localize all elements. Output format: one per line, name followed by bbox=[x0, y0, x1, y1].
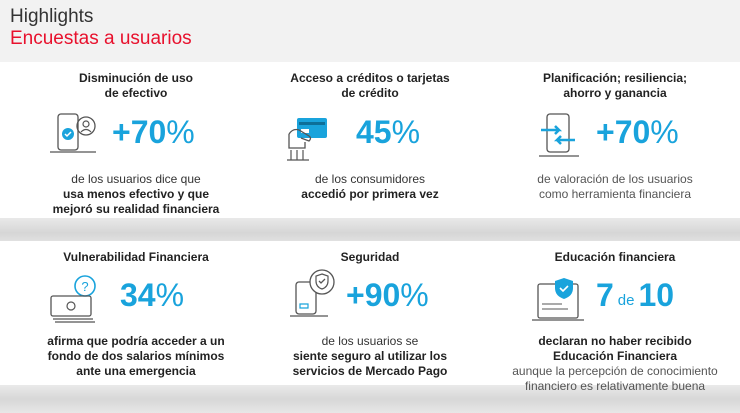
stat-value: +70% bbox=[112, 115, 195, 149]
page-header: Highlights Encuestas a usuarios bbox=[10, 6, 192, 50]
money-question-icon: ? bbox=[45, 272, 105, 329]
card-description: de valoración de los usuarios como herra… bbox=[505, 172, 725, 202]
stat-value: +70% bbox=[596, 115, 679, 149]
desc-line: financiero es relativamente buena bbox=[524, 379, 706, 393]
stat-unit: % bbox=[400, 277, 429, 313]
desc-line: de los consumidores bbox=[314, 172, 426, 186]
card-planificacion-title: Planificación; resiliencia; ahorro y gan… bbox=[505, 71, 725, 101]
stat-number-a: 7 bbox=[596, 277, 614, 313]
top-paper-panel bbox=[0, 62, 740, 225]
stat-number: +90 bbox=[346, 277, 401, 313]
card-title-line: Planificación; resiliencia; bbox=[542, 71, 688, 85]
card-educacion-title: Educación financiera bbox=[505, 250, 725, 265]
card-title-line: Educación financiera bbox=[554, 250, 676, 264]
card-title-line: ahorro y ganancia bbox=[563, 86, 667, 100]
stat-number: 34 bbox=[120, 277, 156, 313]
stat-value: 45% bbox=[356, 115, 420, 149]
page-title: Highlights bbox=[10, 6, 94, 27]
stat-unit: % bbox=[166, 114, 195, 150]
desc-line: aunque la percepción de conocimiento bbox=[512, 364, 718, 378]
desc-line-bold: servicios de Mercado Pago bbox=[292, 364, 448, 378]
card-description: de los usuarios se siente seguro al util… bbox=[260, 334, 480, 379]
desc-line-bold: declaran no haber recibido bbox=[538, 334, 692, 348]
hand-card-icon bbox=[283, 112, 343, 169]
svg-text:?: ? bbox=[81, 279, 88, 294]
bottom-paper-panel bbox=[0, 241, 740, 391]
stat-number: +70 bbox=[112, 114, 167, 150]
card-title-line: Seguridad bbox=[340, 250, 400, 264]
card-efectivo-title: Disminución de uso de efectivo bbox=[26, 71, 246, 101]
desc-line-bold: accedió por primera vez bbox=[301, 187, 439, 201]
stat-number-b: 10 bbox=[638, 277, 675, 313]
desc-line: de los usuarios se bbox=[321, 334, 419, 348]
phone-shield-icon bbox=[288, 268, 344, 325]
stat-unit: % bbox=[650, 114, 679, 150]
phone-transfer-icon bbox=[535, 112, 591, 167]
desc-line: de valoración de los usuarios bbox=[537, 172, 693, 186]
card-description: declaran no haber recibido Educación Fin… bbox=[505, 334, 725, 394]
desc-line-bold: ante una emergencia bbox=[76, 364, 196, 378]
desc-line-bold: Educación Financiera bbox=[552, 349, 678, 363]
stat-value: +90% bbox=[346, 278, 429, 312]
stat-value: 7 de 10 bbox=[596, 278, 674, 312]
desc-line: como herramienta financiera bbox=[538, 187, 692, 201]
torn-paper-footer bbox=[0, 385, 740, 413]
card-title-line: Disminución de uso bbox=[78, 71, 193, 85]
card-title-line: Acceso a créditos o tarjetas bbox=[290, 71, 450, 85]
document-shield-icon bbox=[528, 274, 588, 329]
card-vulnerabilidad-title: Vulnerabilidad Financiera bbox=[26, 250, 246, 265]
desc-line-bold: siente seguro al utilizar los bbox=[292, 349, 448, 363]
card-title-line: de efectivo bbox=[104, 86, 168, 100]
desc-line-bold: afirma que podría acceder a un bbox=[47, 334, 225, 348]
desc-line-bold: usa menos efectivo y que bbox=[62, 187, 210, 201]
stat-connector: de bbox=[617, 292, 635, 309]
stat-number: 45 bbox=[356, 114, 392, 150]
desc-line: de los usuarios dice que bbox=[71, 172, 201, 186]
stat-number: +70 bbox=[596, 114, 651, 150]
stat-value: 34% bbox=[120, 278, 184, 312]
page-subtitle: Encuestas a usuarios bbox=[10, 28, 192, 49]
card-seguridad-title: Seguridad bbox=[260, 250, 480, 265]
card-description: afirma que podría acceder a un fondo de … bbox=[26, 334, 246, 379]
desc-line-bold: mejoró su realidad financiera bbox=[52, 202, 220, 216]
stat-unit: % bbox=[391, 114, 421, 150]
stat-unit: % bbox=[155, 277, 185, 313]
phone-person-icon bbox=[48, 112, 108, 167]
desc-line-bold: fondo de dos salarios mínimos bbox=[47, 349, 225, 363]
card-title-line: Vulnerabilidad Financiera bbox=[63, 250, 209, 264]
card-title-line: de crédito bbox=[341, 86, 399, 100]
card-creditos-title: Acceso a créditos o tarjetas de crédito bbox=[260, 71, 480, 101]
card-description: de los consumidores accedió por primera … bbox=[260, 172, 480, 202]
card-description: de los usuarios dice que usa menos efect… bbox=[26, 172, 246, 217]
